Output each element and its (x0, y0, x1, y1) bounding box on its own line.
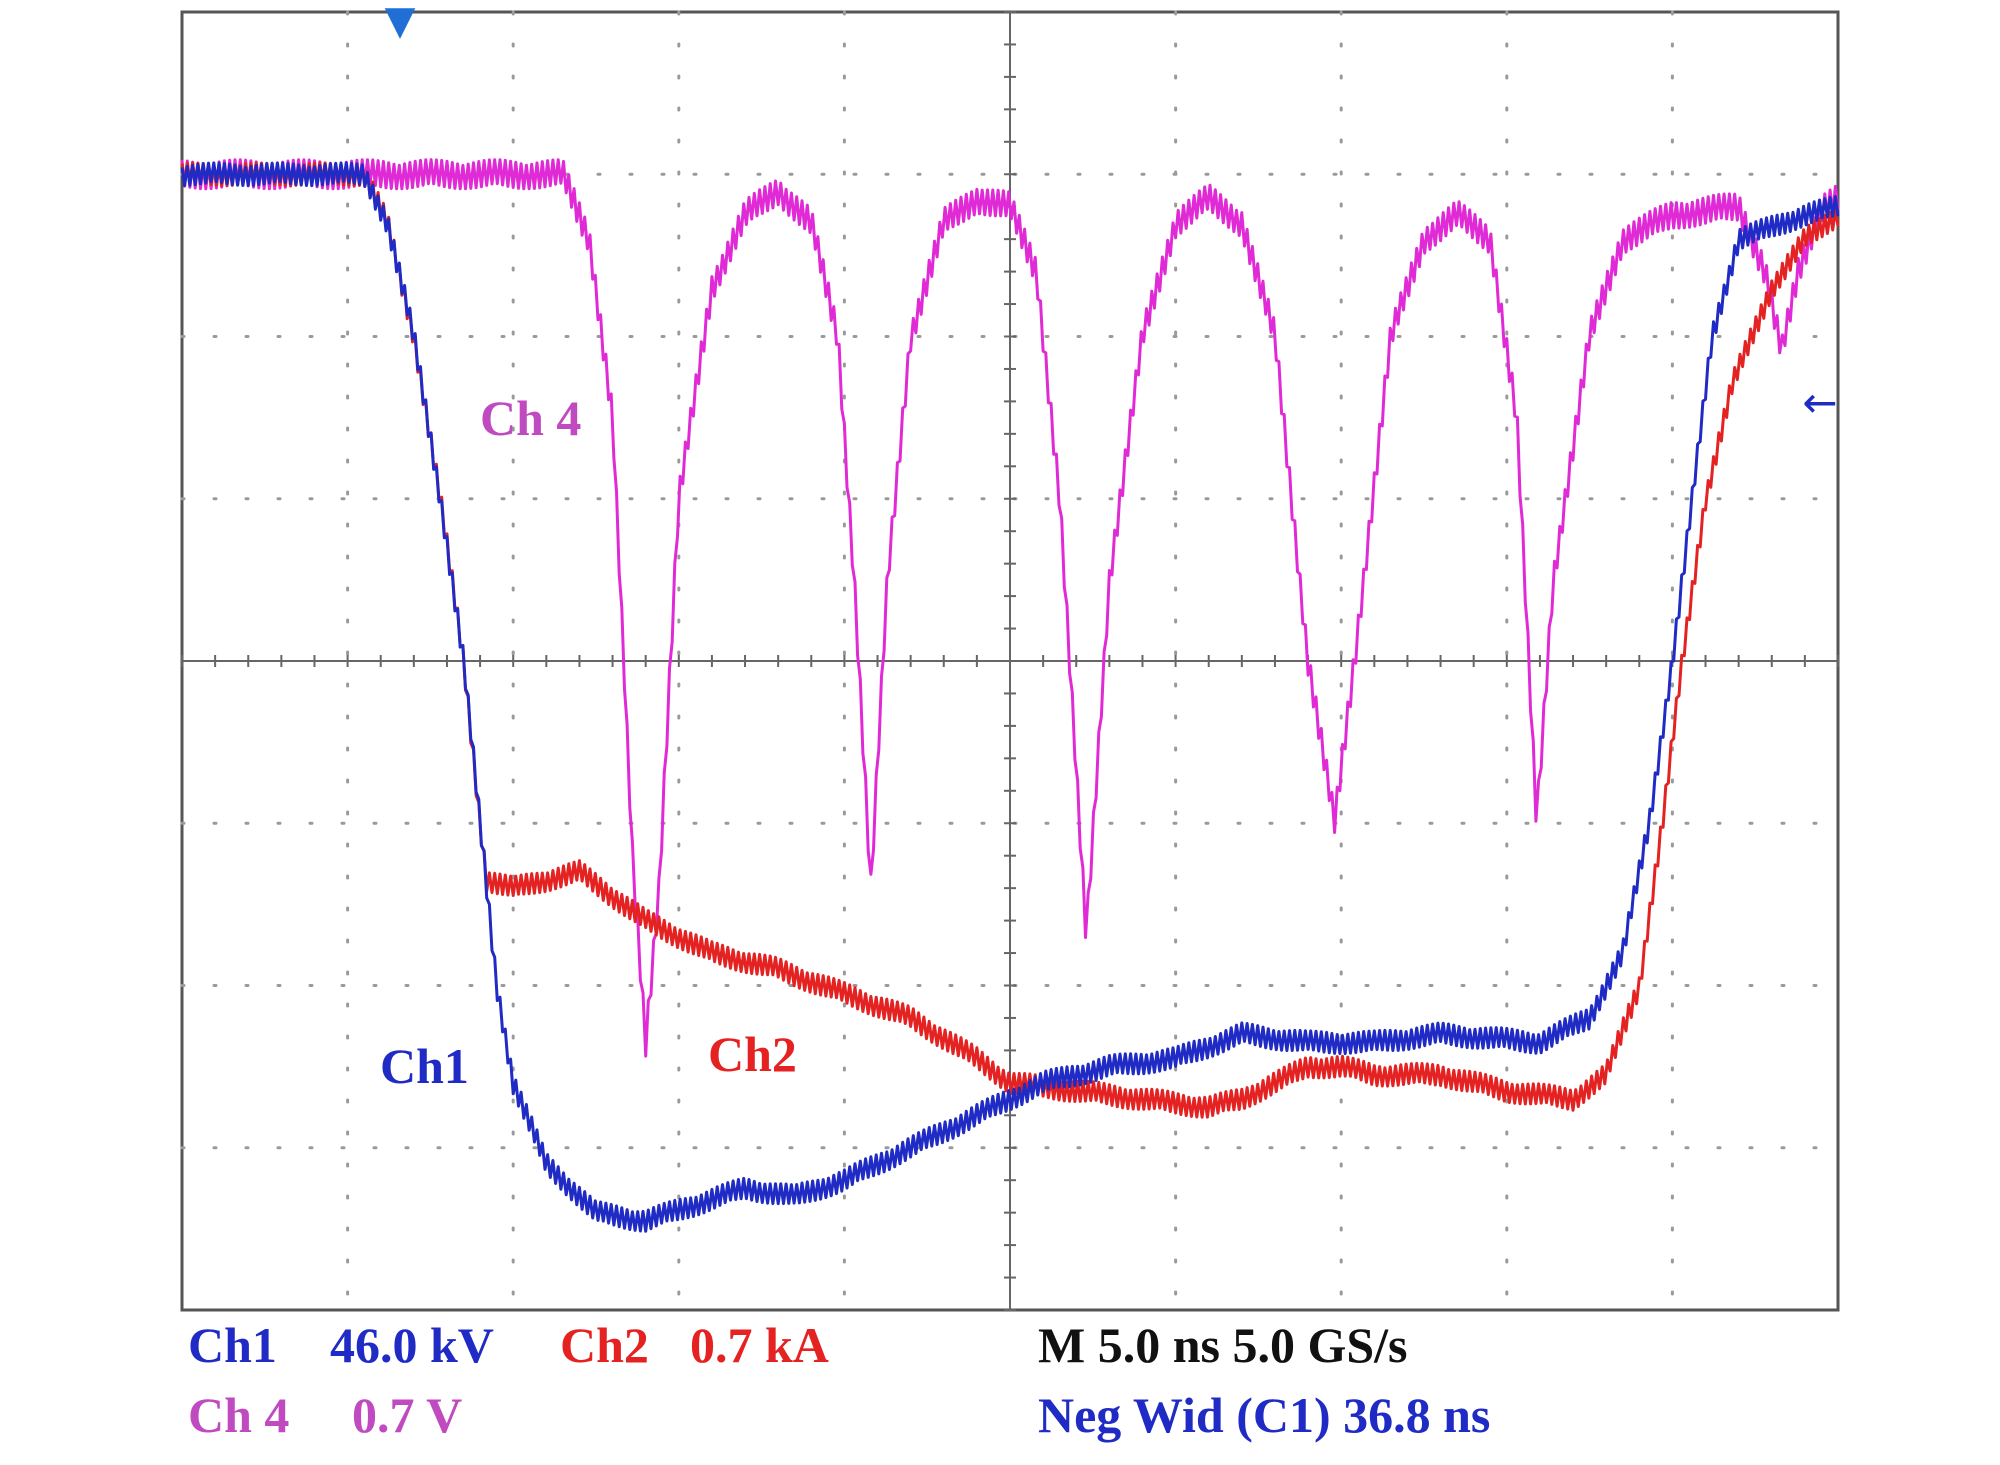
ch4-readout-name: Ch 4 (188, 1387, 289, 1443)
channel-readouts: Ch1 46.0 kV Ch2 0.7 kA M 5.0 ns 5.0 GS/s… (188, 1317, 1490, 1443)
ch1-trace-label: Ch1 (380, 1038, 469, 1094)
trace-ch4 (180, 158, 1840, 1058)
ch4-readout-value: 0.7 V (352, 1387, 462, 1443)
ch2-readout-value: 0.7 kA (690, 1317, 829, 1373)
waveform-traces (180, 158, 1840, 1233)
trace-ch1 (180, 161, 1840, 1233)
ch1-readout-value: 46.0 kV (330, 1317, 494, 1373)
trigger-level-marker: ← (1802, 378, 1837, 427)
ch4-trace-label: Ch 4 (480, 390, 581, 446)
measurement-readout: Neg Wid (C1) 36.8 ns (1038, 1387, 1490, 1443)
ch2-readout-name: Ch2 (560, 1317, 649, 1373)
trigger-position-marker: ▼ (385, 0, 416, 44)
timebase-readout: M 5.0 ns 5.0 GS/s (1038, 1317, 1408, 1373)
ch2-trace-label: Ch2 (708, 1026, 797, 1082)
ch1-readout-name: Ch1 (188, 1317, 277, 1373)
